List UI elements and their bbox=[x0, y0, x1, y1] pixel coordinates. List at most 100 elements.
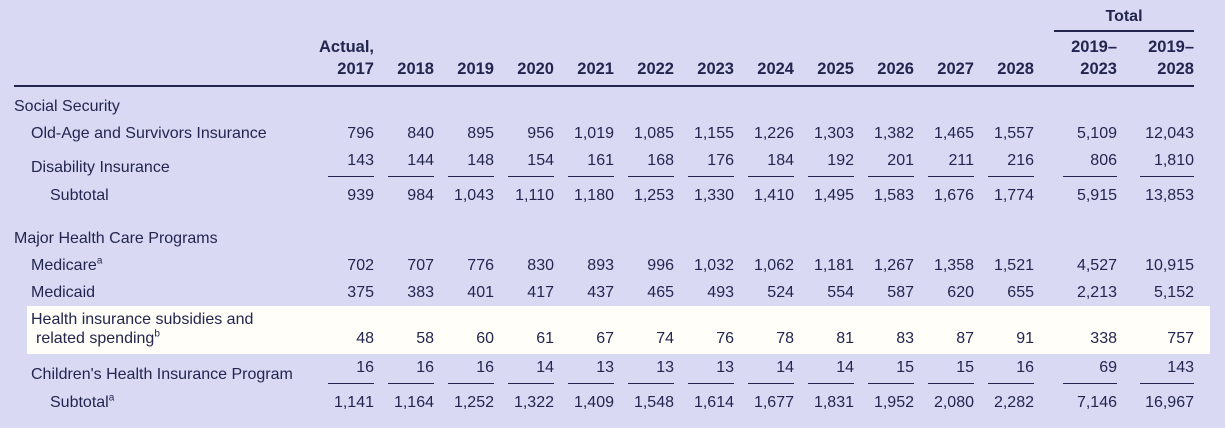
sum-rule-value: 15 bbox=[928, 358, 974, 384]
value-cell: 1,495 bbox=[813, 187, 854, 204]
value-cell: 1,410 bbox=[753, 187, 794, 204]
value-cell: 1,521 bbox=[993, 257, 1034, 274]
sum-rule-value: 16 bbox=[328, 358, 374, 384]
row-label: Subtotala bbox=[50, 392, 115, 411]
value-cell: 16 bbox=[434, 354, 494, 388]
sum-rule-value: 1,810 bbox=[1140, 151, 1194, 177]
value-cell: 1,062 bbox=[753, 257, 794, 274]
total-header-label: Total bbox=[1054, 8, 1194, 32]
header-year: 2019 bbox=[457, 60, 494, 78]
header-year: 2028 bbox=[997, 60, 1034, 78]
sum-rule-value: 14 bbox=[748, 358, 794, 384]
value-cell: 16 bbox=[974, 354, 1034, 388]
value-cell: 1,043 bbox=[453, 187, 494, 204]
value-cell: 83 bbox=[896, 330, 914, 347]
value-cell: 16 bbox=[314, 354, 374, 388]
value-cell: 184 bbox=[734, 147, 794, 181]
value-cell: 996 bbox=[647, 257, 674, 274]
value-cell: 1,330 bbox=[693, 187, 734, 204]
value-cell: 417 bbox=[527, 284, 554, 301]
value-cell: 524 bbox=[767, 284, 794, 301]
sum-rule-value: 216 bbox=[988, 151, 1034, 177]
header-year: 2025 bbox=[817, 60, 854, 78]
table-header: Total Actual, 2019– 2019– 2017 2018 2019 2020 2… bbox=[14, 8, 1194, 87]
table-body: Social Security Old-Age and Survivors Ins… bbox=[14, 87, 1210, 416]
value-cell: 1,677 bbox=[753, 394, 794, 411]
value-cell: 154 bbox=[494, 147, 554, 181]
value-cell: 895 bbox=[467, 125, 494, 142]
value-cell: 1,358 bbox=[933, 257, 974, 274]
sum-rule-value: 806 bbox=[1063, 151, 1117, 177]
value-cell: 13 bbox=[614, 354, 674, 388]
value-cell: 168 bbox=[614, 147, 674, 181]
value-cell: 176 bbox=[674, 147, 734, 181]
footnote-marker: a bbox=[108, 392, 115, 404]
header-grid: Total Actual, 2019– 2019– 2017 2018 2019 2020 2… bbox=[14, 8, 1194, 80]
total-cell: 5,152 bbox=[1153, 284, 1194, 301]
value-cell: 1,303 bbox=[813, 125, 854, 142]
section-title: Social Security bbox=[14, 98, 120, 115]
value-cell: 776 bbox=[467, 257, 494, 274]
total-cell: 4,527 bbox=[1076, 257, 1117, 274]
total-cell: 1,810 bbox=[1117, 147, 1194, 181]
value-cell: 1,548 bbox=[633, 394, 674, 411]
sum-rule-value: 148 bbox=[448, 151, 494, 177]
sum-rule-value: 154 bbox=[508, 151, 554, 177]
table-row: Subtotal 939 984 1,043 1,110 1,180 1,253 1,330 1… bbox=[14, 181, 1194, 209]
row-label: Old-Age and Survivors Insurance bbox=[31, 125, 267, 142]
value-cell: 2,282 bbox=[993, 394, 1034, 411]
value-cell: 1,181 bbox=[813, 257, 854, 274]
table-row: Disability Insurance 143 144 148 154 161 168 17… bbox=[14, 147, 1194, 181]
value-cell: 1,085 bbox=[633, 125, 674, 142]
sum-rule-value: 144 bbox=[388, 151, 434, 177]
value-cell: 1,831 bbox=[813, 394, 854, 411]
value-cell: 216 bbox=[974, 147, 1034, 181]
header-year: 2018 bbox=[397, 60, 434, 78]
value-cell: 1,676 bbox=[933, 187, 974, 204]
value-cell: 1,267 bbox=[873, 257, 914, 274]
value-cell: 1,774 bbox=[993, 187, 1034, 204]
value-cell: 1,164 bbox=[393, 394, 434, 411]
value-cell: 1,382 bbox=[873, 125, 914, 142]
value-cell: 587 bbox=[887, 284, 914, 301]
value-cell: 201 bbox=[854, 147, 914, 181]
header-total-range-top: 2019– bbox=[1071, 38, 1117, 56]
value-cell: 48 bbox=[356, 330, 374, 347]
sum-rule-value: 143 bbox=[328, 151, 374, 177]
section-title: Major Health Care Programs bbox=[14, 230, 218, 247]
value-cell: 1,253 bbox=[633, 187, 674, 204]
sum-rule-value: 184 bbox=[748, 151, 794, 177]
value-cell: 14 bbox=[734, 354, 794, 388]
total-cell: 12,043 bbox=[1145, 125, 1194, 142]
sum-rule-value: 161 bbox=[568, 151, 614, 177]
value-cell: 161 bbox=[554, 147, 614, 181]
total-cell: 806 bbox=[1034, 147, 1117, 181]
value-cell: 796 bbox=[347, 125, 374, 142]
row-label-line2: related spendingb bbox=[36, 328, 160, 347]
header-year: 2021 bbox=[577, 60, 614, 78]
row-label: Disability Insurance bbox=[31, 159, 170, 176]
total-cell: 10,915 bbox=[1145, 257, 1194, 274]
sum-rule-value: 13 bbox=[568, 358, 614, 384]
total-cell: 69 bbox=[1034, 354, 1117, 388]
table-row: Old-Age and Survivors Insurance 796 840 895… bbox=[14, 120, 1194, 147]
sum-rule-value: 143 bbox=[1140, 358, 1194, 384]
total-cell: 7,146 bbox=[1076, 394, 1117, 411]
value-cell: 192 bbox=[794, 147, 854, 181]
value-cell: 702 bbox=[347, 257, 374, 274]
table-row: Subtotala 1,141 1,164 1,252 1,322 1,409 1,548 1… bbox=[14, 388, 1194, 416]
value-cell: 465 bbox=[647, 284, 674, 301]
value-cell: 1,180 bbox=[573, 187, 614, 204]
value-cell: 67 bbox=[596, 330, 614, 347]
value-cell: 984 bbox=[407, 187, 434, 204]
header-total-range-top: 2019– bbox=[1148, 38, 1194, 56]
value-cell: 840 bbox=[407, 125, 434, 142]
header-year: 2024 bbox=[757, 60, 794, 78]
value-cell: 375 bbox=[347, 284, 374, 301]
value-cell: 144 bbox=[374, 147, 434, 181]
value-cell: 148 bbox=[434, 147, 494, 181]
value-cell: 1,583 bbox=[873, 187, 914, 204]
sum-rule-value: 211 bbox=[928, 151, 974, 177]
value-cell: 16 bbox=[374, 354, 434, 388]
